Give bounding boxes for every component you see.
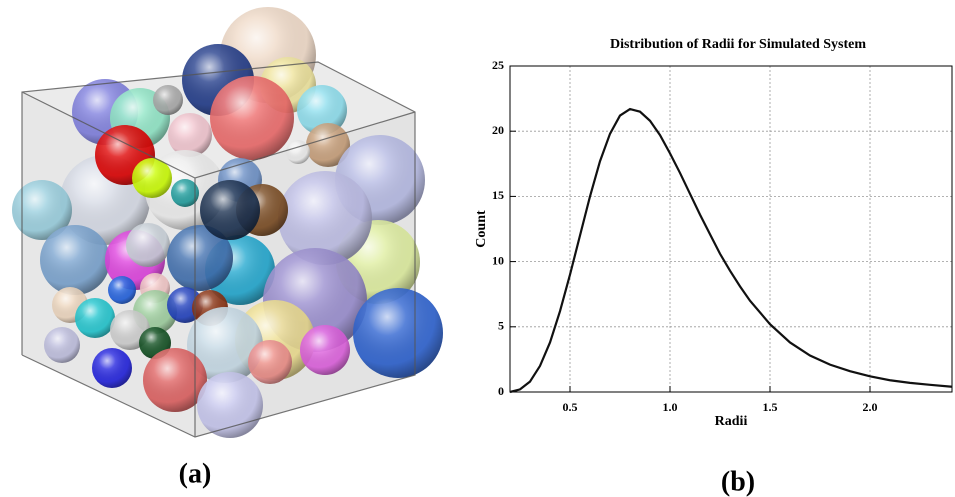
sphere-shading xyxy=(210,76,294,160)
sphere xyxy=(153,85,183,115)
x-tick-label: 0.5 xyxy=(563,400,578,414)
sphere xyxy=(126,223,170,267)
sphere-shading xyxy=(108,276,136,304)
x-tick-label: 1.0 xyxy=(663,400,678,414)
sphere-shading xyxy=(126,223,170,267)
y-tick-label: 25 xyxy=(492,58,504,72)
sphere xyxy=(40,225,110,295)
sphere-shading xyxy=(300,325,350,375)
y-tick-label: 0 xyxy=(498,384,504,398)
sphere-shading xyxy=(353,288,443,378)
sphere xyxy=(210,76,294,160)
sphere xyxy=(200,180,260,240)
figure: (a) (b) Distribution of Radii for Simula… xyxy=(0,0,955,497)
sphere-shading xyxy=(200,180,260,240)
sphere-shading xyxy=(248,340,292,384)
sphere xyxy=(75,298,115,338)
sphere xyxy=(300,325,350,375)
sphere xyxy=(108,276,136,304)
sphere xyxy=(248,340,292,384)
sphere xyxy=(92,348,132,388)
sphere xyxy=(353,288,443,378)
sphere-shading xyxy=(153,85,183,115)
plot: 0 5 10 15 20 25 0.5 1.0 1.5 2.0 xyxy=(492,58,952,414)
x-axis-label: Radii xyxy=(715,414,748,429)
sphere-shading xyxy=(75,298,115,338)
sphere xyxy=(197,372,263,438)
plot-area xyxy=(510,66,952,392)
y-tick-label: 5 xyxy=(498,319,504,333)
sphere xyxy=(44,327,80,363)
sphere-shading xyxy=(197,372,263,438)
x-tick-label: 2.0 xyxy=(863,400,878,414)
chart-title: Distribution of Radii for Simulated Syst… xyxy=(610,37,866,52)
sphere-shading xyxy=(286,140,310,164)
panel-label: (a) xyxy=(179,458,212,489)
x-tick-label: 1.5 xyxy=(763,400,778,414)
page: (a) (b) Distribution of Radii for Simula… xyxy=(0,0,955,497)
sphere xyxy=(286,140,310,164)
sphere-shading xyxy=(40,225,110,295)
sphere-shading xyxy=(92,348,132,388)
y-axis-label: Count xyxy=(474,210,489,248)
y-tick-label: 20 xyxy=(492,123,504,137)
y-tick-label: 15 xyxy=(492,188,504,202)
sphere-shading xyxy=(44,327,80,363)
y-tick-label: 10 xyxy=(492,253,504,267)
panel-label: (b) xyxy=(721,466,755,497)
